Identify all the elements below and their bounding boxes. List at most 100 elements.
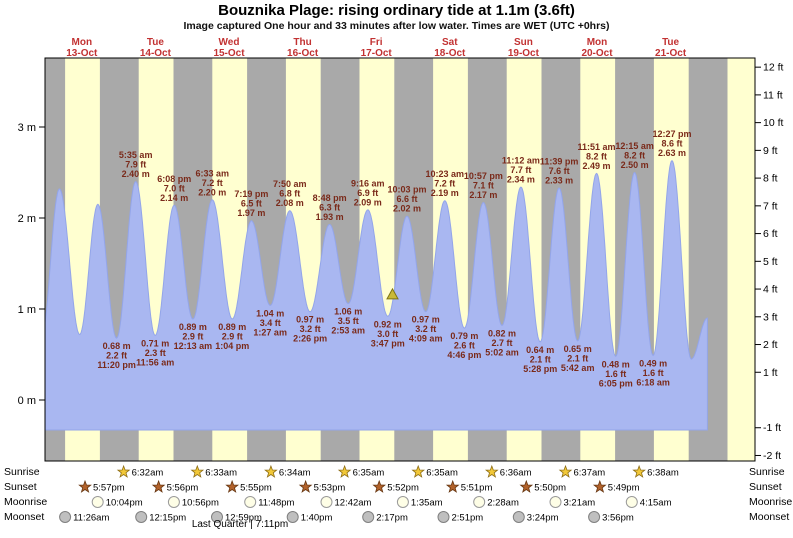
sunset-star-icon — [519, 479, 534, 493]
annotation-line: 2.14 m — [160, 193, 188, 203]
moonset-row: 11:26am 12:15pm 12:59pm 1:40pm 2:17pm 2:51pm 3… — [59, 511, 634, 524]
right-axis-label: 10 ft — [763, 117, 784, 129]
moonset-event: 2:51pm — [437, 511, 484, 524]
right-axis-label: 5 ft — [763, 256, 778, 268]
tide-low-annotation: 0.92 m3.0 ft3:47 pm — [371, 319, 405, 348]
annotation-line: 0.97 m — [296, 315, 324, 325]
annotation-line: 1:27 am — [253, 327, 287, 337]
annotation-line: 7.0 ft — [164, 183, 185, 193]
moonset-time: 2:51pm — [452, 513, 484, 524]
annotation-line: 6.6 ft — [396, 194, 417, 204]
moonset-time: 2:17pm — [376, 513, 408, 524]
annotation-line: 4:09 am — [409, 334, 443, 344]
annotation-line: 2.1 ft — [567, 353, 588, 363]
annotation-line: 0.92 m — [374, 319, 402, 329]
right-axis-label: 3 ft — [763, 311, 778, 323]
annotation-line: 2.1 ft — [530, 354, 551, 364]
sunset-star-icon — [592, 479, 607, 493]
day-name: Mon — [72, 37, 93, 48]
day-date: 14-Oct — [140, 48, 172, 59]
annotation-line: 2:53 am — [331, 326, 365, 336]
annotation-line: 10:57 pm — [464, 171, 503, 181]
moonset-circle-icon — [211, 511, 223, 523]
moonset-circle-icon — [135, 511, 148, 523]
sunset-event: 5:53pm — [298, 479, 345, 494]
tide-high-annotation: 12:27 pm8.6 ft2.63 m — [652, 129, 691, 158]
annotation-line: 1.6 ft — [643, 368, 664, 378]
annotation-line: 2.6 ft — [454, 341, 475, 351]
annotation-line: 4:46 pm — [447, 350, 481, 360]
annotation-line: 2.50 m — [621, 160, 649, 170]
annotation-line: 6:33 am — [196, 168, 230, 178]
annotation-line: 7.6 ft — [549, 166, 570, 176]
tide-high-annotation: 6:33 am7.2 ft2.20 m — [196, 168, 230, 197]
annotation-line: 7.9 ft — [125, 160, 146, 170]
sunset-event: 5:57pm — [78, 479, 125, 494]
sunset-event: 5:49pm — [592, 479, 640, 494]
sunrise-star-icon — [632, 464, 646, 478]
annotation-line: 11:20 pm — [97, 360, 136, 370]
tide-high-annotation: 10:57 pm7.1 ft2.17 m — [464, 171, 503, 200]
moonset-circle-icon — [512, 511, 525, 523]
annotation-line: 7:50 am — [273, 179, 307, 189]
tide-high-annotation: 8:48 pm6.3 ft1.93 m — [313, 193, 347, 222]
right-axis-label: 7 ft — [763, 200, 778, 212]
sunset-time: 5:51pm — [461, 483, 493, 494]
moonrise-event: 1:35am — [396, 496, 443, 509]
day-name: Mon — [587, 37, 608, 48]
sunset-star-icon — [298, 479, 313, 493]
annotation-line: 3.2 ft — [415, 324, 436, 334]
right-axis-label: 4 ft — [763, 284, 778, 296]
sunrise-star-icon — [190, 464, 205, 478]
right-axis-label: 8 ft — [763, 173, 778, 185]
tide-high-annotation: 10:23 am7.2 ft2.19 m — [426, 169, 465, 198]
tide-low-annotation: 0.97 m3.2 ft2:26 pm — [293, 315, 327, 344]
right-axis-label: -1 ft — [763, 422, 781, 434]
sunset-star-icon — [151, 479, 166, 493]
annotation-line: 6.5 ft — [241, 199, 262, 209]
day-name: Tue — [147, 37, 164, 48]
tide-low-annotation: 0.65 m2.1 ft5:42 am — [561, 344, 595, 373]
tide-low-annotation: 0.49 m1.6 ft6:18 am — [636, 358, 670, 387]
tide-low-annotation: 0.97 m3.2 ft4:09 am — [409, 315, 443, 344]
moonrise-event: 10:04pm — [91, 496, 143, 509]
tide-low-annotation: 0.79 m2.6 ft4:46 pm — [447, 331, 481, 360]
moonrise-time: 12:42am — [335, 498, 372, 509]
annotation-line: 2.08 m — [276, 198, 304, 208]
sunset-event: 5:50pm — [519, 479, 566, 494]
annotation-line: 2.63 m — [658, 148, 686, 158]
tide-high-annotation: 6:08 pm7.0 ft2.14 m — [157, 174, 191, 203]
annotation-line: 6:18 am — [636, 377, 670, 387]
annotation-line: 2.19 m — [431, 188, 459, 198]
annotation-line: 2.02 m — [393, 204, 421, 214]
current-time-marker — [386, 287, 399, 300]
sunrise-star-icon — [264, 464, 278, 478]
moonrise-circle-icon — [244, 496, 257, 508]
annotation-line: 3.4 ft — [260, 318, 281, 328]
annotation-line: 2.7 ft — [491, 338, 512, 348]
annotation-line: 5:42 am — [561, 363, 595, 373]
sunrise-time: 6:34am — [279, 468, 311, 479]
day-date: 16-Oct — [287, 48, 319, 59]
sunrise-row-label-right: Sunrise — [749, 466, 785, 478]
annotation-line: 6.8 ft — [279, 189, 300, 199]
tide-low-annotation: 0.48 m1.6 ft6:05 pm — [599, 359, 633, 388]
right-axis-label: -2 ft — [763, 450, 781, 462]
day-date: 18-Oct — [434, 48, 466, 59]
moonrise-circle-icon — [320, 496, 333, 508]
sunset-event: 5:55pm — [225, 479, 272, 494]
tide-high-annotation: 7:19 pm6.5 ft1.97 m — [234, 189, 268, 218]
moonrise-row: 10:04pm 10:56pm 11:48pm 12:42am 1:35am 2:28am… — [91, 496, 672, 509]
right-axis-label: 12 ft — [763, 62, 784, 74]
annotation-line: 2:26 pm — [293, 334, 327, 344]
annotation-line: 7.7 ft — [510, 165, 531, 175]
